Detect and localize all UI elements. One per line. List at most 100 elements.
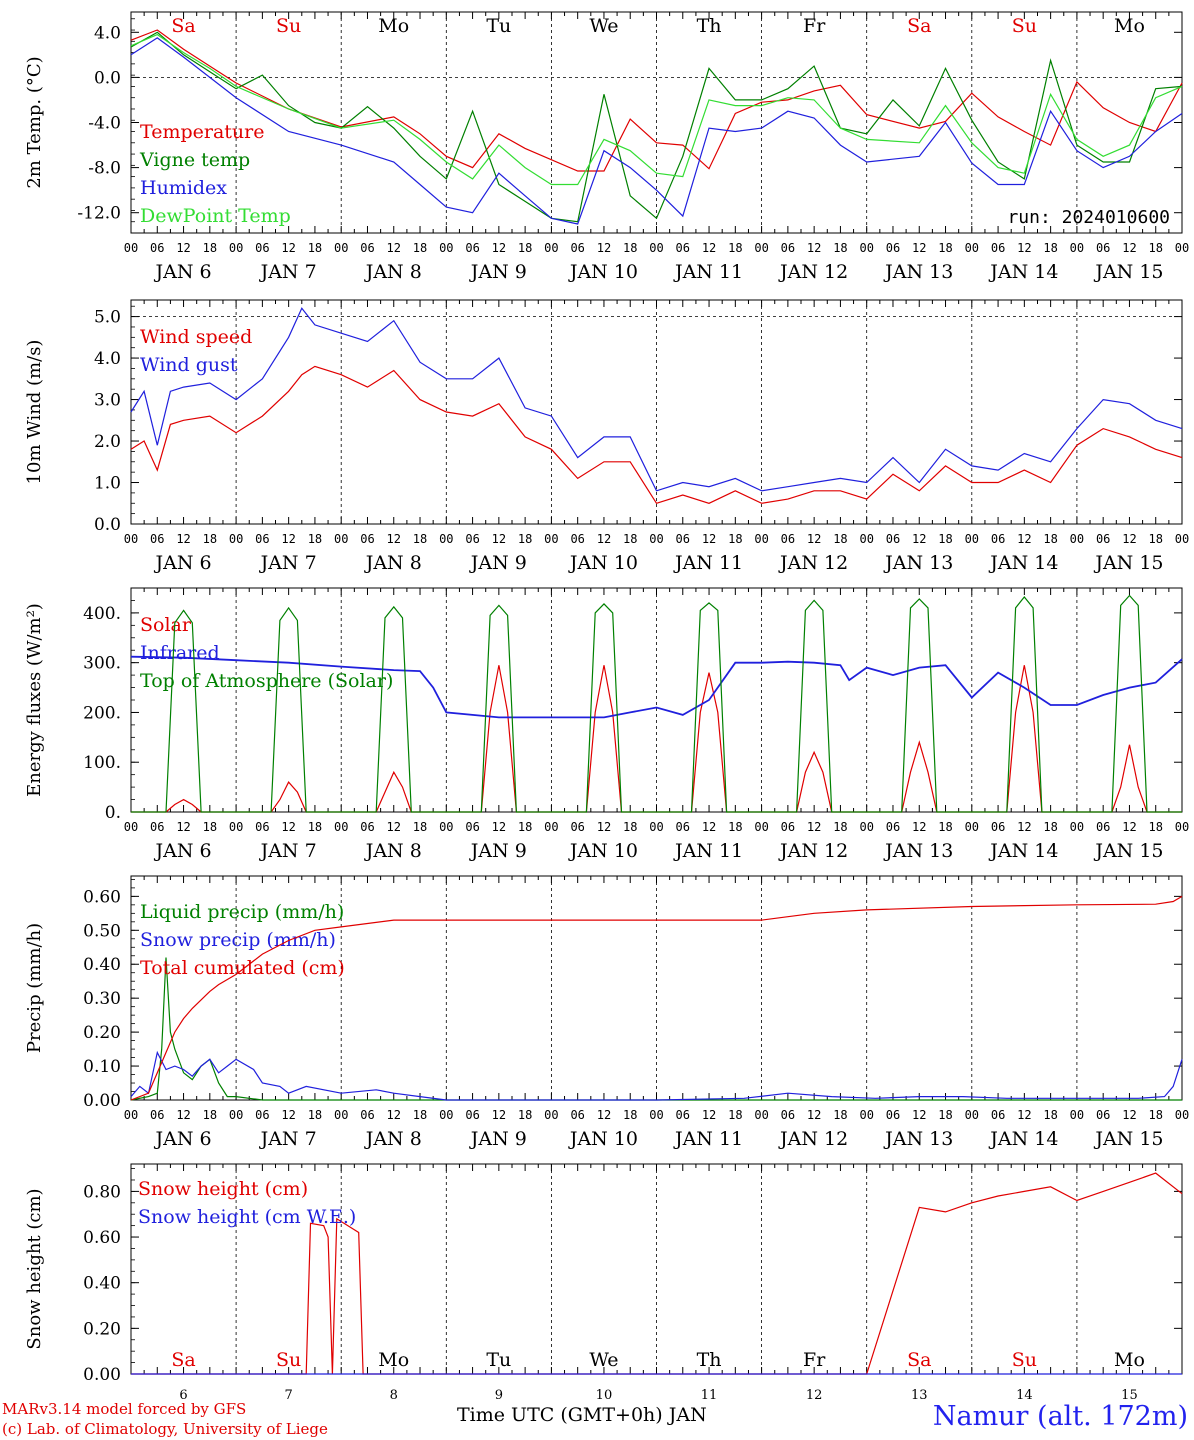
y-tick-label: 0.20 <box>83 1023 121 1043</box>
hour-tick-label: 18 <box>413 820 427 834</box>
bottom-day-label: 15 <box>1121 1388 1138 1400</box>
legend-entry: Humidex <box>140 177 227 199</box>
hour-tick-label: 00 <box>439 532 453 546</box>
date-label: JAN 8 <box>364 1128 422 1150</box>
date-label: JAN 11 <box>673 840 743 862</box>
hour-tick-label: 00 <box>965 820 979 834</box>
hour-tick-label: 06 <box>991 820 1005 834</box>
weekday-label: Sa <box>171 15 195 37</box>
hour-tick-label: 06 <box>886 820 900 834</box>
y-tick-label: 0.40 <box>83 1274 121 1294</box>
hour-tick-label: 12 <box>176 1108 190 1122</box>
bottom-day-label: 13 <box>911 1388 928 1400</box>
hour-tick-label: 06 <box>465 241 479 255</box>
hour-tick-label: 00 <box>334 532 348 546</box>
weekday-label: Sa <box>171 1349 195 1371</box>
hour-tick-label: 00 <box>124 241 138 255</box>
legend-entry: Liquid precip (mm/h) <box>140 901 344 923</box>
hour-tick-label: 00 <box>754 820 768 834</box>
series-line-snow-height-cm- <box>131 1172 1183 1375</box>
bottom-day-label: 11 <box>701 1388 718 1400</box>
date-label: JAN 9 <box>469 1128 527 1150</box>
hour-tick-label: 18 <box>1148 1108 1162 1122</box>
series-line-total-cumulated-cm- <box>130 895 1183 1101</box>
hour-tick-label: 06 <box>255 532 269 546</box>
hour-tick-label: 12 <box>807 241 821 255</box>
meteogram-chart: 4.0 0.0 -4.0 -8.0 -12.0 2m Temp. (°C) 00 06 12 18… <box>24 11 1189 1400</box>
y-tick-label: 200. <box>83 703 121 723</box>
hour-tick-label: 06 <box>570 1108 584 1122</box>
hour-tick-label: 18 <box>623 241 637 255</box>
hour-tick-label: 12 <box>597 1108 611 1122</box>
lab-credit-line: (c) Lab. of Climatology, University of L… <box>2 1420 328 1438</box>
hour-tick-label: 06 <box>676 241 690 255</box>
y-axis-label: 10m Wind (m/s) <box>24 340 45 485</box>
hour-tick-label: 00 <box>334 820 348 834</box>
hour-tick-label: 06 <box>255 241 269 255</box>
date-label: JAN 6 <box>154 840 212 862</box>
hour-tick-label: 00 <box>334 241 348 255</box>
hour-tick-label: 06 <box>465 532 479 546</box>
date-label: JAN 14 <box>988 552 1058 574</box>
bottom-day-label: 9 <box>495 1388 503 1400</box>
hour-tick-label: 06 <box>570 532 584 546</box>
hour-tick-label: 12 <box>597 532 611 546</box>
hour-tick-label: 06 <box>465 820 479 834</box>
hour-tick-label: 18 <box>518 532 532 546</box>
hour-tick-label: 18 <box>623 1108 637 1122</box>
y-tick-label: 1.0 <box>94 474 121 494</box>
legend-entry: Snow height (cm W.E.) <box>138 1206 356 1228</box>
date-label: JAN 15 <box>1093 1128 1163 1150</box>
y-tick-label: -8.0 <box>88 159 121 179</box>
hour-tick-label: 06 <box>886 532 900 546</box>
y-tick-label: 100. <box>83 753 121 773</box>
hour-tick-label: 12 <box>176 820 190 834</box>
hour-tick-label: 12 <box>597 241 611 255</box>
y-tick-label: 4.0 <box>94 23 121 43</box>
hour-tick-label: 12 <box>281 241 295 255</box>
series-line-snow-precip-mm-h- <box>130 1050 1183 1101</box>
series-line-wind-gust <box>130 307 1183 492</box>
hour-tick-label: 00 <box>859 820 873 834</box>
date-label: JAN 14 <box>988 1128 1058 1150</box>
legend-entry: Solar <box>140 614 192 636</box>
date-label: JAN 8 <box>364 552 422 574</box>
hour-tick-label: 06 <box>1096 1108 1110 1122</box>
hour-tick-label: 00 <box>1175 1108 1189 1122</box>
date-label: JAN 10 <box>568 840 638 862</box>
bottom-day-label: 10 <box>596 1388 613 1400</box>
y-tick-label: 5.0 <box>94 308 121 328</box>
hour-tick-label: 06 <box>781 1108 795 1122</box>
hour-tick-label: 12 <box>702 1108 716 1122</box>
bottom-day-label: 6 <box>179 1388 187 1400</box>
hour-tick-label: 12 <box>912 532 926 546</box>
x-axis-title: Time UTC (GMT+0h) JAN <box>457 1404 707 1426</box>
hour-tick-label: 06 <box>465 1108 479 1122</box>
hour-tick-label: 12 <box>1122 532 1136 546</box>
date-label: JAN 12 <box>778 840 848 862</box>
series-line-infrared <box>130 655 1183 719</box>
y-tick-label: 0.30 <box>83 989 121 1009</box>
hour-tick-label: 18 <box>728 241 742 255</box>
hour-tick-label: 00 <box>1070 532 1084 546</box>
hour-tick-label: 12 <box>281 1108 295 1122</box>
hour-tick-label: 18 <box>1043 1108 1057 1122</box>
bottom-day-label: 14 <box>1016 1388 1033 1400</box>
y-axis-label: 2m Temp. (°C) <box>24 56 45 188</box>
weekday-label: Mo <box>1114 1349 1145 1371</box>
hour-tick-label: 06 <box>676 532 690 546</box>
series-line-dewpoint-temp <box>130 33 1183 186</box>
hour-tick-label: 12 <box>702 820 716 834</box>
y-tick-label: 0.0 <box>94 68 121 88</box>
hour-tick-label: 06 <box>255 820 269 834</box>
hour-tick-label: 06 <box>360 241 374 255</box>
legend-entry: DewPoint Temp <box>140 205 291 227</box>
date-label: JAN 15 <box>1093 840 1163 862</box>
y-tick-label: 0.40 <box>83 955 121 975</box>
hour-tick-label: 12 <box>492 1108 506 1122</box>
date-label: JAN 6 <box>154 552 212 574</box>
legend-entry: Temperature <box>140 121 264 143</box>
date-label: JAN 13 <box>883 840 953 862</box>
hour-tick-label: 00 <box>124 1108 138 1122</box>
y-tick-label: 0.60 <box>83 1228 121 1248</box>
